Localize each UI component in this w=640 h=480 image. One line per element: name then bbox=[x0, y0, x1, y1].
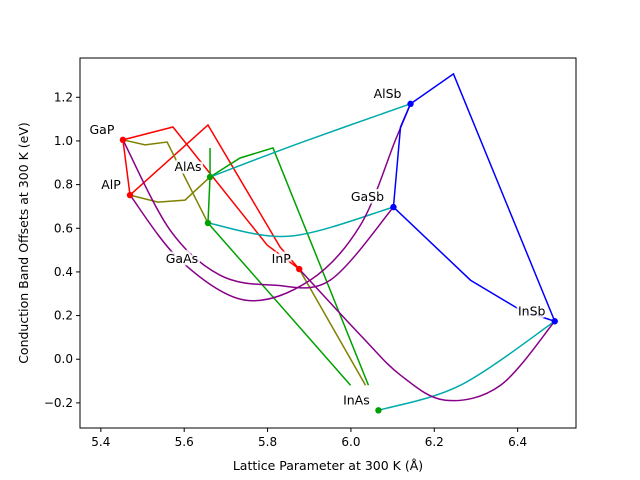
point-gaas bbox=[204, 219, 212, 227]
x-ticks: 5.4 5.6 5.8 6.0 6.2 6.4 bbox=[91, 428, 527, 449]
y-axis-label: Conduction Band Offsets at 300 K (eV) bbox=[16, 122, 31, 364]
curve-15 bbox=[298, 268, 556, 402]
curve-18 bbox=[392, 206, 555, 322]
y-tick-label: 1.2 bbox=[54, 90, 73, 104]
curve-7 bbox=[207, 176, 211, 224]
curves bbox=[122, 72, 556, 412]
point-label-insb: InSb bbox=[518, 303, 546, 318]
point-alp bbox=[126, 191, 134, 199]
x-tick-label: 6.2 bbox=[425, 435, 444, 449]
y-tick-label: 0.8 bbox=[54, 178, 73, 192]
point-inas bbox=[375, 407, 382, 414]
point-labels: GaP AlP InP AlAs GaAs InAs AlSb GaSb InSb bbox=[87, 83, 548, 409]
curve-2 bbox=[122, 139, 131, 196]
point-label-gasb: GaSb bbox=[351, 189, 384, 204]
x-tick-label: 5.6 bbox=[175, 435, 194, 449]
y-ticks: −0.2 0.0 0.2 0.4 0.6 0.8 1.0 1.2 bbox=[44, 90, 80, 410]
y-tick-label: 0.0 bbox=[54, 352, 73, 366]
y-tick-label: 1.0 bbox=[54, 134, 73, 148]
curve-5 bbox=[298, 268, 367, 386]
point-alas bbox=[206, 173, 214, 181]
curve-3 bbox=[122, 139, 209, 224]
x-tick-label: 5.8 bbox=[258, 435, 277, 449]
curve-9 bbox=[207, 222, 352, 386]
point-insb bbox=[551, 318, 558, 325]
point-inp bbox=[296, 265, 303, 273]
x-tick-label: 6.4 bbox=[508, 435, 527, 449]
y-tick-label: 0.4 bbox=[54, 265, 73, 279]
curve-12 bbox=[378, 320, 556, 412]
curve-0 bbox=[122, 126, 300, 270]
plot-frame bbox=[79, 57, 577, 429]
point-gap bbox=[119, 136, 127, 144]
point-label-alas: AlAs bbox=[174, 159, 201, 174]
curve-14 bbox=[122, 139, 395, 289]
y-tick-label: 0.6 bbox=[54, 221, 73, 235]
x-tick-label: 5.4 bbox=[91, 435, 110, 449]
y-tick-label: −0.2 bbox=[44, 396, 73, 410]
point-label-inp: InP bbox=[272, 251, 292, 266]
markers bbox=[119, 100, 558, 414]
curve-11 bbox=[207, 206, 394, 238]
curve-8 bbox=[209, 147, 370, 386]
y-tick-label: 0.2 bbox=[54, 309, 73, 323]
point-label-inas: InAs bbox=[343, 392, 370, 407]
x-axis-label: Lattice Parameter at 300 K (Å) bbox=[233, 458, 423, 473]
curve-17 bbox=[392, 103, 412, 208]
curve-1 bbox=[129, 123, 300, 270]
curve-4 bbox=[129, 176, 211, 203]
point-label-alsb: AlSb bbox=[374, 86, 402, 101]
point-label-gaas: GaAs bbox=[166, 251, 198, 266]
point-label-gap: GaP bbox=[89, 122, 114, 137]
point-alsb bbox=[407, 100, 414, 108]
point-label-alp: AlP bbox=[101, 177, 121, 192]
curve-16 bbox=[410, 72, 556, 322]
point-gasb bbox=[390, 203, 397, 211]
x-tick-label: 6.0 bbox=[341, 435, 360, 449]
curve-10 bbox=[209, 103, 411, 178]
